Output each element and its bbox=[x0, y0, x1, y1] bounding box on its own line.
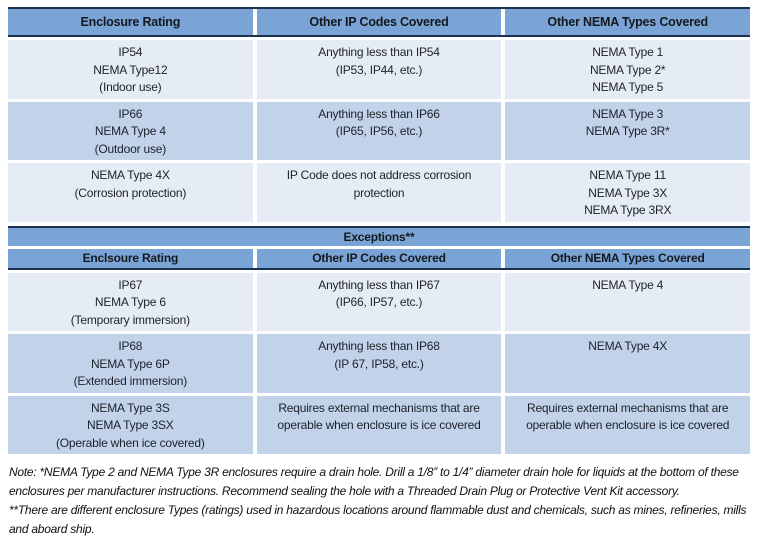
cell-line: Requires external mechanisms that are bbox=[526, 400, 729, 415]
cell-line: NEMA Type 6P bbox=[90, 356, 170, 371]
cell-line: Requires external mechanisms that are bbox=[278, 400, 480, 415]
cell-line: IP Code does not address corrosion prote… bbox=[286, 168, 472, 200]
table-cell: NEMA Type 3S NEMA Type 3SX (Operable when … bbox=[8, 395, 253, 454]
cell-line: (Outdoor use) bbox=[94, 141, 167, 156]
cell-line: NEMA Type 3RX bbox=[584, 203, 672, 217]
cell-line: NEMA Type 3S bbox=[90, 400, 170, 415]
table-cell: IP54 NEMA Type12 (Indoor use) bbox=[8, 40, 253, 99]
cell-line: NEMA Type 4 bbox=[94, 124, 166, 138]
cell-line: (IP65, IP56, etc.) bbox=[335, 124, 423, 138]
table-row: IP66 NEMA Type 4 (Outdoor use) Anything les… bbox=[8, 101, 751, 160]
cell-line: (Extended immersion) bbox=[73, 374, 188, 388]
exceptions-body: IP67 NEMA Type 6 (Temporary immersion) Anyt… bbox=[8, 272, 751, 454]
cell-line: Anything less than IP66 bbox=[318, 106, 440, 121]
enclosure-rating-table: Enclosure Rating Other IP Codes Covered Ot… bbox=[8, 7, 751, 222]
table-cell: Anything less than IP67 (IP66, IP57, etc.… bbox=[256, 272, 502, 331]
table-cell: Anything less than IP66 (IP65, IP56, etc.… bbox=[256, 101, 502, 160]
cell-line: NEMA Type 5 bbox=[592, 80, 664, 94]
table-cell: NEMA Type 4 bbox=[505, 272, 751, 331]
cell-line: IP67 bbox=[118, 277, 143, 292]
header-cell: Other NEMA Types Covered bbox=[505, 248, 751, 268]
note-paragraph: Note: *NEMA Type 2 and NEMA Type 3R encl… bbox=[9, 465, 739, 498]
exceptions-table: Exceptions** Enclsoure Rating Other IP Co… bbox=[8, 225, 751, 454]
cell-line: NEMA Type 4 bbox=[592, 277, 664, 292]
cell-line: IP54 bbox=[118, 45, 143, 59]
table-header-row: Enclosure Rating Other IP Codes Covered Ot… bbox=[8, 9, 751, 35]
cell-line: operable when enclosure is ice covered bbox=[277, 418, 481, 432]
table-cell: Requires external mechanisms that are ope… bbox=[256, 395, 502, 454]
cell-line: NEMA Type 4X bbox=[588, 339, 668, 353]
cell-line: (IP53, IP44, etc.) bbox=[335, 62, 423, 77]
header-cell: Enclosure Rating bbox=[8, 9, 253, 35]
table-cell: IP67 NEMA Type 6 (Temporary immersion) bbox=[8, 272, 253, 331]
cell-line: (Temporary immersion) bbox=[70, 312, 190, 327]
cell-line: (IP66, IP57, etc.) bbox=[335, 295, 423, 309]
header-cell: Enclsoure Rating bbox=[8, 248, 253, 268]
table-cell: NEMA Type 4X (Corrosion protection) bbox=[8, 163, 253, 222]
table-row: NEMA Type 3S NEMA Type 3SX (Operable when … bbox=[8, 395, 751, 454]
cell-line: NEMA Type 2* bbox=[589, 62, 666, 77]
table-row: IP67 NEMA Type 6 (Temporary immersion) Anyt… bbox=[8, 272, 751, 331]
cell-line: NEMA Type 3SX bbox=[87, 418, 174, 432]
cell-line: operable when enclosure is ice covered bbox=[526, 418, 730, 432]
note-paragraph: **There are different enclosure Types (r… bbox=[9, 503, 747, 536]
cell-line: (Corrosion protection) bbox=[74, 185, 187, 200]
header-cell: Other IP Codes Covered bbox=[256, 9, 502, 35]
header-cell: Other IP Codes Covered bbox=[256, 248, 502, 268]
enclosure-rating-comparison-page: Enclosure Rating Other IP Codes Covered Ot… bbox=[8, 7, 751, 536]
table-cell: IP Code does not address corrosion prote… bbox=[256, 163, 502, 222]
table-cell: Requires external mechanisms that are ope… bbox=[505, 395, 751, 454]
cell-line: Anything less than IP67 bbox=[318, 277, 440, 292]
table-row: IP54 NEMA Type12 (Indoor use) Anything less… bbox=[8, 40, 751, 99]
exceptions-top-border bbox=[8, 225, 750, 228]
table-top-border bbox=[8, 7, 750, 9]
cell-line: NEMA Type 6 bbox=[94, 295, 166, 309]
table-cell: NEMA Type 3 NEMA Type 3R* bbox=[505, 101, 751, 160]
cell-line: IP66 bbox=[118, 106, 143, 121]
cell-line: NEMA Type 11 bbox=[589, 168, 666, 182]
table-cell: Anything less than IP68 (IP 67, IP58, etc… bbox=[256, 334, 502, 393]
header-cell: Other NEMA Types Covered bbox=[505, 9, 751, 35]
table-cell: IP66 NEMA Type 4 (Outdoor use) bbox=[8, 101, 253, 160]
cell-line: NEMA Type 3X bbox=[588, 185, 668, 200]
exceptions-header-bottom-border bbox=[8, 267, 750, 270]
table-cell: NEMA Type 4X bbox=[505, 334, 751, 393]
table-row: IP68 NEMA Type 6P (Extended immersion) Anyt… bbox=[8, 334, 751, 393]
footnote: Note: *NEMA Type 2 and NEMA Type 3R encl… bbox=[9, 463, 750, 538]
cell-line: (Operable when ice covered) bbox=[55, 435, 205, 450]
table-row: NEMA Type 4X (Corrosion protection) IP Cod… bbox=[8, 163, 751, 222]
cell-line: IP68 bbox=[118, 339, 143, 353]
cell-line: (Indoor use) bbox=[99, 80, 162, 94]
table-header-bottom-border bbox=[8, 35, 750, 37]
exceptions-header-row: Enclsoure Rating Other IP Codes Covered Ot… bbox=[8, 248, 751, 268]
table-cell: NEMA Type 1 NEMA Type 2* NEMA Type 5 bbox=[505, 40, 751, 99]
cell-line: NEMA Type 4X bbox=[90, 168, 170, 182]
table-cell: Anything less than IP54 (IP53, IP44, etc.… bbox=[256, 40, 502, 99]
cell-line: Anything less than IP54 bbox=[318, 45, 440, 59]
cell-line: NEMA Type 3R* bbox=[585, 124, 670, 138]
exceptions-banner: Exceptions** bbox=[8, 227, 750, 246]
table-cell: IP68 NEMA Type 6P (Extended immersion) bbox=[8, 334, 253, 393]
cell-line: NEMA Type 3 bbox=[592, 106, 664, 121]
cell-line: NEMA Type 1 bbox=[592, 45, 664, 59]
table-body: IP54 NEMA Type12 (Indoor use) Anything less… bbox=[8, 40, 751, 222]
cell-line: Anything less than IP68 bbox=[318, 339, 440, 353]
cell-line: (IP 67, IP58, etc.) bbox=[334, 356, 424, 371]
table-cell: NEMA Type 11 NEMA Type 3X NEMA Type 3RX bbox=[505, 163, 751, 222]
cell-line: NEMA Type12 bbox=[93, 62, 168, 77]
